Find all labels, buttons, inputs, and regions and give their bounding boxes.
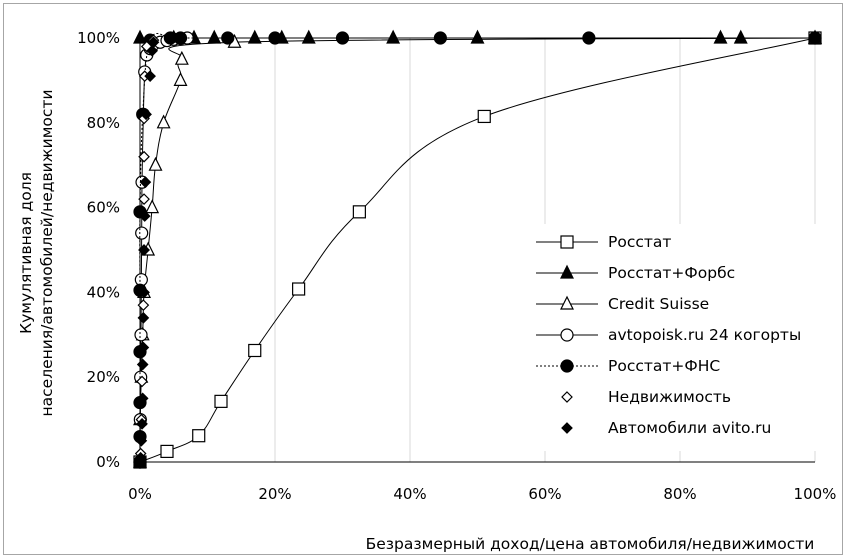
legend-marker — [561, 422, 573, 434]
data-point — [214, 394, 228, 408]
legend-item: Недвижимость — [561, 388, 731, 406]
y-tick-label: 40% — [87, 283, 120, 301]
x-tick-label: 80% — [663, 485, 696, 503]
legend-marker — [560, 295, 574, 310]
data-point — [808, 31, 822, 45]
series-7 — [134, 36, 160, 464]
y-axis-title-line2: населения/автомобилей/недвижимости — [38, 89, 56, 416]
data-point — [137, 341, 150, 354]
x-tick-labels: 0% 20% 40% 60% 80% 100% — [128, 485, 836, 503]
y-tick-label: 60% — [87, 199, 120, 217]
legend-label: Автомобили avito.ru — [608, 419, 771, 437]
data-point — [140, 108, 152, 121]
data-point — [136, 358, 149, 371]
data-point — [301, 29, 316, 44]
legend-item: Росстат+Форбс — [536, 264, 735, 282]
data-point — [582, 31, 596, 45]
data-point — [136, 375, 148, 388]
data-point — [134, 451, 147, 464]
data-point — [145, 199, 160, 214]
legend-label: Росстат — [608, 233, 671, 251]
data-point — [174, 50, 189, 65]
data-point — [136, 392, 149, 405]
data-point — [137, 299, 150, 311]
y-axis-title-line1: Кумулятивная доля — [17, 172, 35, 334]
legend-background — [530, 224, 826, 451]
legend-marker — [561, 391, 573, 403]
data-point — [477, 109, 491, 124]
series-group — [133, 29, 822, 469]
data-point — [173, 31, 188, 45]
legend-marker — [560, 264, 574, 279]
data-point — [221, 31, 235, 45]
data-point — [207, 29, 222, 44]
data-point — [146, 44, 158, 57]
legend-label: Росстат+ФНС — [608, 357, 720, 375]
data-point — [433, 31, 447, 45]
data-point — [133, 29, 147, 44]
legend-item: avtopoisk.ru 24 когорты — [536, 326, 801, 344]
data-point — [352, 205, 366, 219]
data-point — [335, 31, 350, 45]
x-tick-label: 60% — [528, 485, 561, 503]
data-point — [248, 343, 262, 358]
data-point — [135, 226, 149, 240]
x-tick-label: 40% — [393, 485, 426, 503]
data-point — [139, 176, 152, 189]
data-point — [148, 156, 163, 171]
y-tick-labels: 0% 20% 40% 60% 80% 100% — [77, 29, 120, 471]
legend-marker — [560, 359, 574, 373]
data-point — [135, 434, 148, 447]
data-point — [138, 193, 150, 205]
y-tick-label: 20% — [87, 368, 120, 386]
legend-item: Автомобили avito.ru — [561, 419, 771, 437]
data-point — [160, 444, 174, 458]
data-point — [138, 286, 150, 299]
data-point — [268, 31, 282, 45]
legend-item: Росстат — [536, 233, 671, 251]
legend: Росстат Росстат+Форбс Credit Suisse avtopoi… — [530, 224, 826, 451]
legend-marker — [560, 235, 574, 249]
data-point — [134, 328, 148, 342]
legend-label: avtopoisk.ru 24 когорты — [608, 326, 801, 344]
data-point — [713, 29, 728, 44]
data-point — [138, 150, 150, 163]
data-point — [470, 29, 485, 44]
data-point — [137, 311, 150, 324]
legend-label: Недвижимость — [608, 388, 731, 406]
data-point — [247, 29, 262, 44]
data-point — [173, 72, 188, 87]
data-point — [156, 114, 171, 129]
data-point — [144, 70, 156, 83]
x-tick-label: 100% — [794, 485, 837, 503]
data-point — [192, 429, 206, 443]
x-tick-label: 0% — [128, 485, 152, 503]
legend-item: Credit Suisse — [536, 295, 709, 313]
data-point — [138, 244, 150, 256]
data-point — [386, 29, 401, 44]
data-point — [138, 210, 151, 222]
legend-label: Credit Suisse — [608, 295, 709, 313]
legend-label: Росстат+Форбс — [608, 264, 735, 282]
y-tick-label: 0% — [96, 453, 120, 471]
x-tick-label: 20% — [258, 485, 291, 503]
legend-item: Росстат+ФНС — [536, 357, 720, 375]
data-point — [292, 282, 306, 296]
y-tick-label: 80% — [87, 114, 120, 132]
data-point — [136, 417, 148, 430]
y-tick-label: 100% — [77, 29, 120, 47]
data-point — [733, 29, 748, 44]
x-axis-title: Безразмерный доход/цена автомобиля/недви… — [366, 535, 815, 553]
legend-marker — [560, 328, 574, 342]
data-point — [147, 36, 160, 49]
